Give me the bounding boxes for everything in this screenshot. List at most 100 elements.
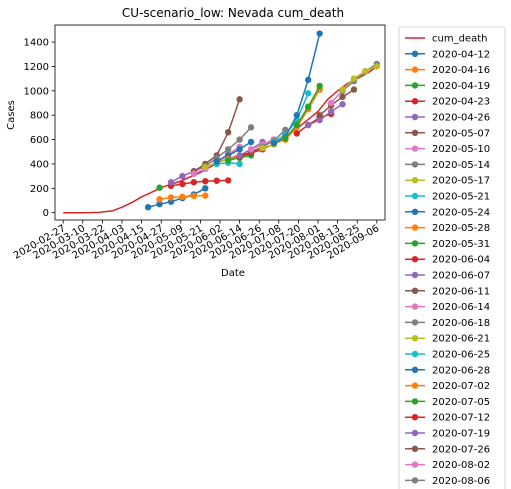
legend-marker (411, 98, 419, 105)
legend-label: 2020-04-23 (432, 97, 490, 108)
legend-marker (411, 224, 419, 231)
legend-label: 2020-08-02 (432, 460, 490, 471)
data-point-2020-08-09 (362, 68, 369, 75)
series-line-2020-08-09 (341, 65, 378, 91)
legend-marker (411, 287, 419, 294)
data-point-2020-04-19 (156, 184, 163, 191)
chart-title: CU-scenario_low: Nevada cum_death (122, 6, 344, 20)
data-point-2020-08-09 (339, 86, 346, 93)
data-point-2020-04-16 (167, 194, 175, 201)
data-point-2020-05-31 (224, 157, 232, 164)
data-point-2020-04-16 (190, 192, 198, 200)
legend-frame (398, 26, 506, 489)
legend-marker (411, 335, 419, 342)
legend-marker (411, 50, 419, 57)
legend-marker (411, 429, 419, 437)
data-point-2020-04-23 (190, 179, 198, 186)
data-point-2020-06-28 (270, 140, 278, 147)
data-point-2020-04-26 (179, 172, 186, 180)
legend-label: 2020-04-16 (432, 65, 490, 76)
data-point-2020-04-16 (202, 192, 209, 199)
data-point-2020-05-24 (236, 146, 243, 153)
legend-marker (411, 129, 419, 136)
data-point-2020-04-12 (144, 204, 152, 211)
legend-label: 2020-07-02 (432, 381, 490, 392)
legend-marker (411, 113, 419, 121)
y-tick-label: 800 (30, 111, 49, 122)
legend-marker (411, 145, 419, 152)
series-line-2020-07-19 (307, 103, 343, 126)
legend-marker (411, 240, 419, 247)
legend-label: 2020-06-28 (432, 365, 490, 376)
data-point-2020-06-25 (305, 90, 312, 97)
data-point-2020-07-26 (339, 93, 346, 101)
data-point-2020-04-16 (179, 193, 186, 201)
data-point-2020-06-14 (247, 146, 255, 153)
data-point-2020-07-19 (305, 121, 312, 129)
data-point-2020-05-10 (190, 170, 198, 177)
data-point-2020-04-23 (213, 177, 220, 184)
legend-label: 2020-06-21 (432, 334, 490, 345)
legend-label: 2020-05-10 (432, 144, 490, 155)
data-point-2020-05-24 (247, 138, 255, 146)
data-point-2020-06-28 (293, 111, 300, 119)
series-line-cum-death (63, 65, 378, 214)
y-tick-label: 1000 (24, 86, 49, 97)
y-tick-label: 400 (30, 159, 49, 170)
legend-label: 2020-04-19 (432, 81, 490, 92)
legend-marker (411, 177, 419, 184)
legend-marker (411, 303, 419, 310)
legend: cum_death 2020-04-12 2020-04-16 2020-04-19 2… (398, 26, 506, 489)
series-line-2020-04-26 (170, 165, 206, 183)
y-tick-label: 1200 (24, 62, 49, 73)
data-point-2020-04-23 (179, 180, 186, 188)
legend-label: 2020-06-18 (432, 318, 490, 329)
legend-label: 2020-05-28 (432, 223, 490, 234)
legend-label: 2020-07-05 (432, 397, 490, 408)
y-tick-label: 200 (30, 184, 49, 195)
legend-label: 2020-06-25 (432, 350, 490, 361)
plot-frame (54, 24, 386, 221)
series-line-2020-07-26 (319, 88, 355, 116)
legend-marker (411, 350, 419, 358)
data-point-2020-07-05 (282, 135, 289, 142)
data-point-2020-07-19 (327, 108, 335, 115)
legend-label: 2020-04-26 (432, 113, 490, 124)
legend-marker (411, 461, 419, 468)
legend-label: 2020-05-07 (432, 128, 490, 139)
data-point-2020-05-24 (213, 158, 220, 165)
data-point-2020-06-28 (316, 30, 323, 37)
legend-marker (411, 208, 419, 215)
data-point-2020-04-26 (167, 179, 175, 186)
legend-marker (411, 414, 419, 421)
legend-label: 2020-04-12 (432, 49, 490, 60)
data-point-2020-07-26 (350, 86, 358, 93)
series-line-2020-07-05 (284, 85, 321, 139)
data-point-2020-05-07 (236, 96, 243, 103)
y-axis-label: Cases (6, 100, 17, 130)
data-point-2020-08-09 (373, 63, 381, 70)
legend-marker (411, 256, 419, 263)
legend-marker (411, 398, 419, 405)
data-point-2020-05-14 (247, 124, 255, 131)
data-point-2020-04-12 (202, 185, 209, 192)
legend-label: 2020-05-17 (432, 176, 490, 187)
legend-marker (411, 445, 419, 452)
legend-label: 2020-06-11 (432, 286, 490, 297)
plot-area: 02004006008001000120014002020-02-272020-… (12, 24, 386, 262)
data-point-2020-06-21 (259, 144, 266, 152)
legend-label: 2020-07-19 (432, 429, 490, 440)
legend-label: 2020-05-24 (432, 207, 490, 218)
legend-marker (411, 66, 419, 73)
data-point-2020-07-12 (293, 130, 300, 137)
data-point-2020-07-05 (316, 82, 323, 90)
legend-marker (411, 192, 419, 200)
data-point-2020-04-23 (224, 177, 232, 184)
legend-marker (411, 477, 419, 484)
data-point-2020-08-02 (327, 99, 335, 107)
legend-marker (411, 366, 419, 373)
data-point-2020-07-26 (316, 111, 323, 119)
x-axis-label: Date (221, 268, 245, 279)
legend-label: 2020-06-14 (432, 302, 490, 313)
data-point-2020-07-05 (305, 103, 312, 110)
